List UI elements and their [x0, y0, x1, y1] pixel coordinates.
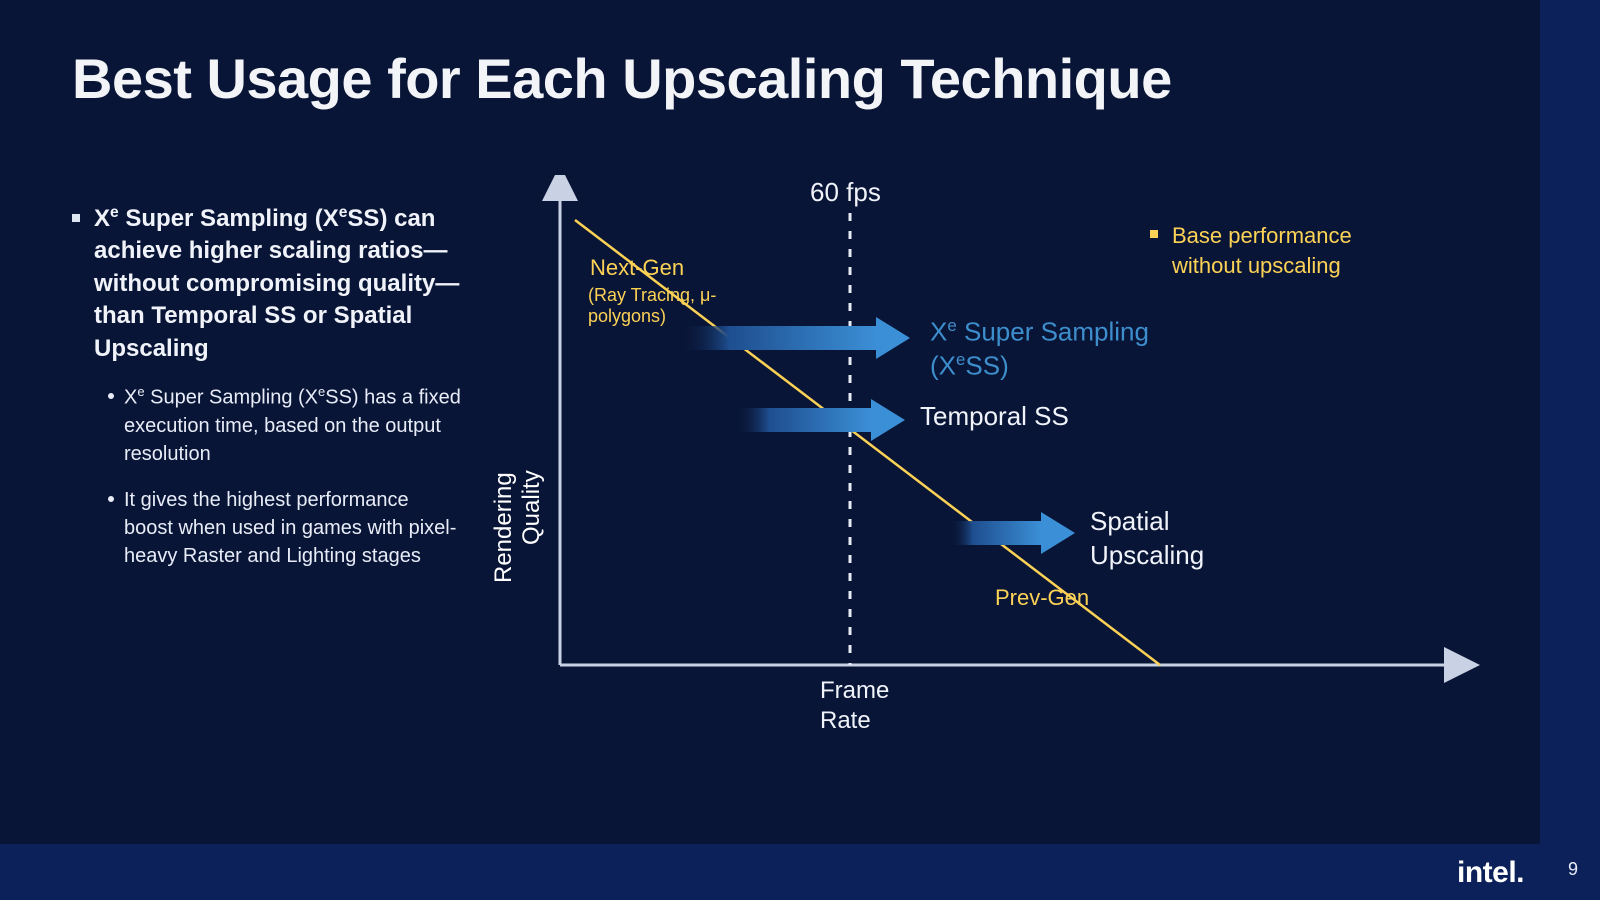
- bullet-sub-1-text: Xe Super Sampling (XeSS) has a fixed exe…: [124, 383, 462, 468]
- footer-bar: [0, 844, 1540, 900]
- spatial-upscaling-label: Spatial Upscaling: [1090, 505, 1290, 573]
- x-axis-label-line2: Rate: [820, 707, 871, 735]
- upscaling-chart: Base performance without upscaling Rende…: [520, 175, 1480, 775]
- bullet-sub-2: It gives the highest performance boost w…: [108, 486, 462, 570]
- xess-label: Xe Super Sampling (XeSS): [930, 315, 1210, 384]
- bullet-dot-icon: [108, 496, 114, 502]
- bullet-main: Xe Super Sampling (XeSS) can achieve hig…: [72, 202, 462, 365]
- bullet-list: Xe Super Sampling (XeSS) can achieve hig…: [72, 202, 462, 570]
- bullet-dot-icon: [108, 393, 114, 399]
- slide-title: Best Usage for Each Upscaling Technique: [72, 46, 1172, 111]
- intel-logo: intel.: [1457, 856, 1524, 890]
- nextgen-label: Next-Gen: [590, 255, 684, 281]
- legend-square-icon: [1150, 230, 1158, 238]
- prevgen-label: Prev-Gen: [995, 585, 1089, 611]
- bullet-main-text: Xe Super Sampling (XeSS) can achieve hig…: [94, 202, 462, 365]
- y-axis-label-line2: Quality: [518, 470, 546, 545]
- legend-base-performance: Base performance without upscaling: [1150, 221, 1410, 280]
- right-strip: [1540, 0, 1600, 900]
- divider-label: 60 fps: [810, 177, 881, 208]
- bullet-square-icon: [72, 214, 80, 222]
- nextgen-sublabel: (Ray Tracing, μ-polygons): [588, 285, 738, 327]
- x-axis-label-line1: Frame: [820, 677, 889, 705]
- temporal-ss-label: Temporal SS: [920, 400, 1120, 434]
- bullet-sub-2-text: It gives the highest performance boost w…: [124, 486, 462, 570]
- y-axis-label-line1: Rendering: [490, 472, 518, 583]
- legend-text: Base performance without upscaling: [1172, 221, 1410, 280]
- bullet-sub-1: Xe Super Sampling (XeSS) has a fixed exe…: [108, 383, 462, 468]
- page-number: 9: [1568, 859, 1578, 880]
